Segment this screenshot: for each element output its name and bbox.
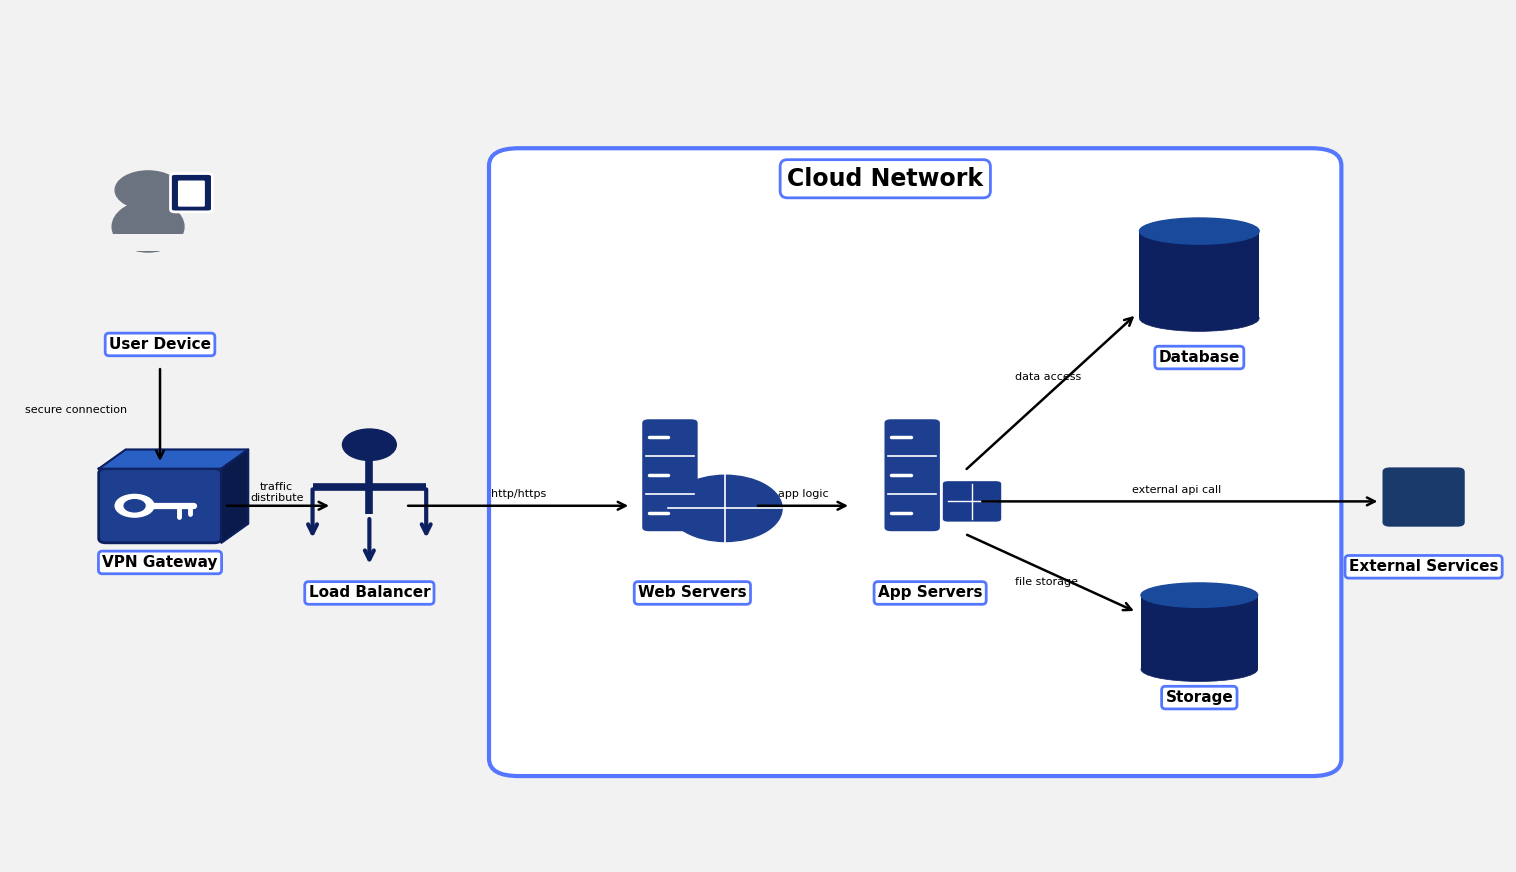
Ellipse shape [1140,305,1260,331]
Ellipse shape [1140,218,1260,244]
FancyBboxPatch shape [1140,231,1260,318]
Text: External Services: External Services [1349,559,1498,575]
FancyBboxPatch shape [641,419,699,532]
Text: file storage: file storage [1016,576,1078,587]
Circle shape [669,475,782,542]
FancyBboxPatch shape [884,419,940,532]
Text: Load Balancer: Load Balancer [309,585,431,601]
Circle shape [115,171,180,209]
FancyBboxPatch shape [1142,596,1258,670]
FancyBboxPatch shape [170,174,212,212]
Text: App Servers: App Servers [878,585,982,601]
Text: traffic
distribute: traffic distribute [250,482,303,503]
Text: http/https: http/https [491,488,547,499]
FancyBboxPatch shape [1383,467,1464,527]
FancyBboxPatch shape [99,469,221,542]
Text: User Device: User Device [109,337,211,352]
Ellipse shape [1142,657,1258,682]
FancyBboxPatch shape [490,148,1342,776]
Text: Web Servers: Web Servers [638,585,747,601]
Text: app logic: app logic [778,488,828,499]
Text: data access: data access [1016,371,1081,382]
Circle shape [115,494,155,517]
Text: Storage: Storage [1166,690,1233,705]
Text: Database: Database [1158,350,1240,365]
Circle shape [124,500,146,512]
Polygon shape [221,450,249,542]
Ellipse shape [112,201,183,252]
Text: Cloud Network: Cloud Network [787,167,984,191]
Polygon shape [99,450,249,469]
FancyBboxPatch shape [112,234,183,251]
Circle shape [343,429,396,460]
FancyBboxPatch shape [177,181,205,207]
Text: secure connection: secure connection [24,405,127,415]
FancyBboxPatch shape [941,480,1002,522]
Ellipse shape [1142,582,1258,608]
Text: external api call: external api call [1132,485,1222,495]
Text: VPN Gateway: VPN Gateway [102,555,218,570]
